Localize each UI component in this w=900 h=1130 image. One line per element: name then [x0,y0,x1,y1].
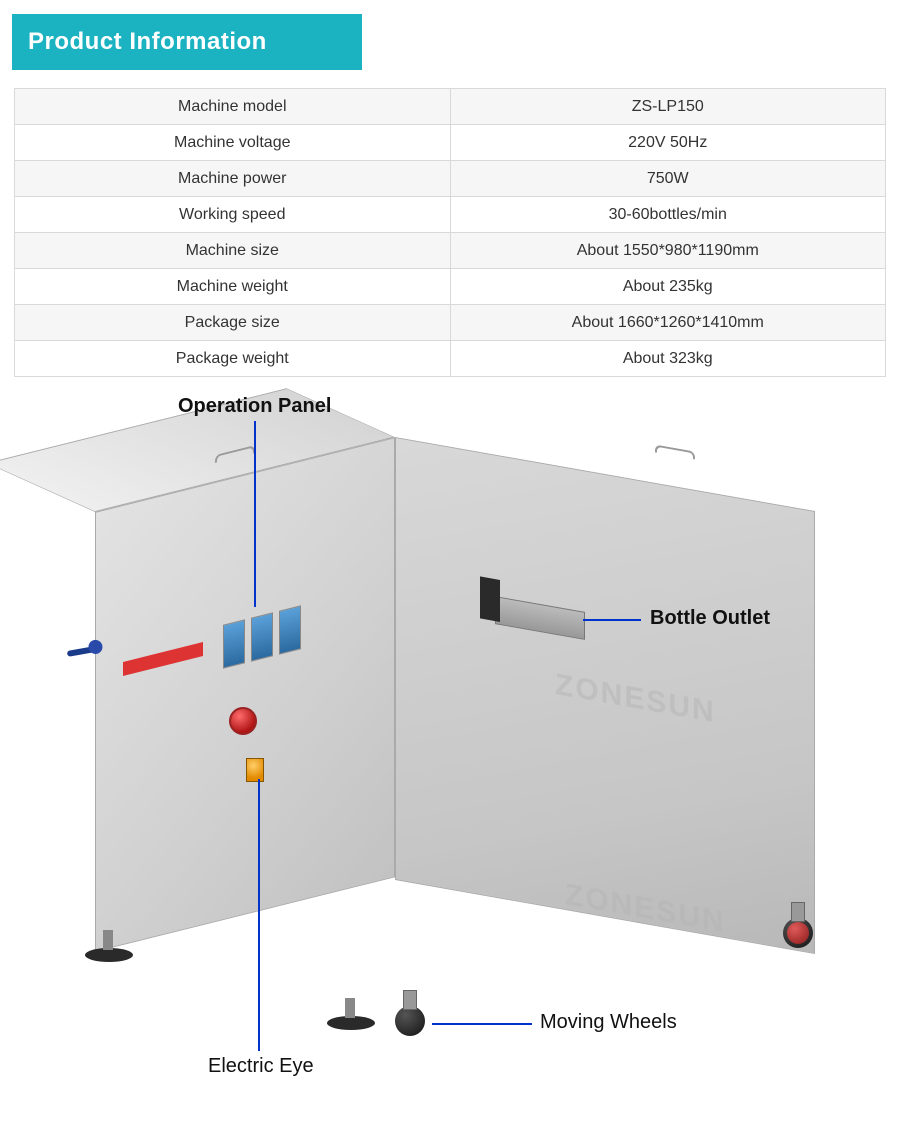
spec-value: 750W [450,161,886,197]
table-row: Machine voltage 220V 50Hz [15,125,886,161]
spec-label: Machine voltage [15,125,451,161]
leader-line [254,421,256,607]
spec-label: Machine size [15,233,451,269]
spec-value: 220V 50Hz [450,125,886,161]
leader-line [583,619,641,621]
spec-value: About 1660*1260*1410mm [450,305,886,341]
spec-label: Machine model [15,89,451,125]
foot-pad-icon [327,1016,375,1030]
spec-value: About 1550*980*1190mm [450,233,886,269]
electric-eye-icon [246,758,264,782]
machine-diagram: ZONESUN ZONESUN Operation Panel Bottle O… [0,387,900,1093]
spec-label: Package size [15,305,451,341]
callout-moving-wheels: Moving Wheels [540,1011,677,1034]
spec-value: 30-60bottles/min [450,197,886,233]
spec-table: Machine model ZS-LP150 Machine voltage 2… [14,88,886,377]
spec-label: Machine weight [15,269,451,305]
spec-value: About 323kg [450,341,886,377]
machine-front-panel [95,437,395,952]
controller-display-icon [251,612,273,661]
top-handle-icon [655,444,695,459]
table-row: Machine size About 1550*980*1190mm [15,233,886,269]
leader-line [258,779,260,1051]
foot-pad-icon [85,948,133,962]
spec-label: Machine power [15,161,451,197]
table-row: Package weight About 323kg [15,341,886,377]
controller-display-icon [279,605,301,654]
spec-value: ZS-LP150 [450,89,886,125]
callout-bottle-outlet: Bottle Outlet [650,607,770,630]
table-row: Package size About 1660*1260*1410mm [15,305,886,341]
controller-display-icon [223,619,245,668]
section-header: Product Information [12,14,362,70]
callout-electric-eye: Electric Eye [208,1055,314,1078]
spec-value: About 235kg [450,269,886,305]
table-row: Machine model ZS-LP150 [15,89,886,125]
caster-wheel-icon [783,918,813,948]
leader-line [432,1023,532,1025]
table-row: Working speed 30-60bottles/min [15,197,886,233]
spec-label: Package weight [15,341,451,377]
table-row: Machine weight About 235kg [15,269,886,305]
stop-button-icon [229,707,257,735]
callout-operation-panel: Operation Panel [178,395,331,418]
caster-wheel-icon [395,1006,425,1036]
spec-table-body: Machine model ZS-LP150 Machine voltage 2… [15,89,886,377]
table-row: Machine power 750W [15,161,886,197]
spec-label: Working speed [15,197,451,233]
